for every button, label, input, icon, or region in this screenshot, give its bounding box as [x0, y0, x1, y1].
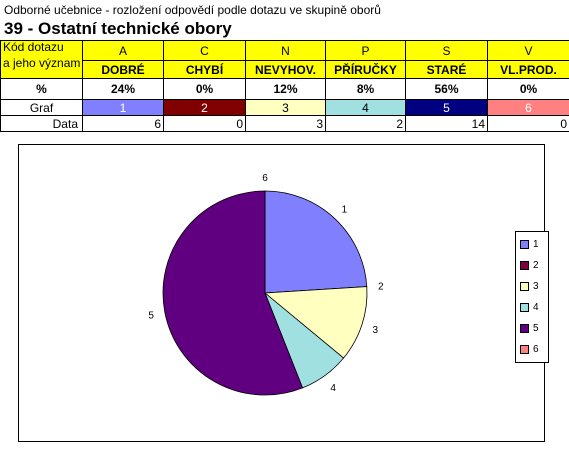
graf-label-cell[interactable]: Graf	[0, 99, 83, 116]
legend-label: 6	[533, 344, 539, 355]
name-cell[interactable]: CHYBÍ	[163, 60, 246, 79]
legend-swatch	[520, 281, 529, 291]
letter-cell[interactable]: C	[163, 40, 246, 61]
code-label-line2: a jeho význam	[3, 56, 81, 70]
percent-cell[interactable]: 12%	[245, 78, 326, 100]
legend-item[interactable]: 5	[520, 323, 539, 335]
legend-item[interactable]: 6	[520, 344, 539, 356]
pie-label-5: 5	[148, 311, 154, 322]
pie-chart[interactable]: 1 2 3 4 5 6	[19, 145, 544, 441]
legend-swatch	[520, 239, 529, 249]
legend-item[interactable]: 4	[520, 302, 539, 314]
letter-cell[interactable]: P	[325, 40, 406, 61]
name-cell[interactable]: VL.PROD.	[487, 60, 569, 79]
percent-cell[interactable]: 0%	[163, 78, 246, 100]
data-cell[interactable]: 6	[82, 115, 164, 132]
pie-label-6: 6	[262, 173, 268, 184]
legend-item[interactable]: 2	[520, 260, 539, 272]
graf-cell[interactable]: 6	[487, 99, 569, 116]
pie-label-4: 4	[330, 383, 336, 394]
graf-cell[interactable]: 3	[245, 99, 326, 116]
pie-label-1: 1	[342, 204, 348, 215]
report-title: 39 - Ostatní technické obory	[4, 19, 232, 38]
pie-label-2: 2	[378, 282, 384, 293]
legend-label: 3	[533, 281, 539, 292]
summary-table: Kód dotazu a jeho význam A C N P S V DOB…	[0, 40, 569, 132]
graf-cell[interactable]: 2	[163, 99, 246, 116]
name-cell[interactable]: DOBRÉ	[82, 60, 164, 79]
legend-label: 1	[533, 239, 539, 250]
pie-label-3: 3	[373, 325, 379, 336]
graf-cell[interactable]: 4	[325, 99, 406, 116]
legend-label: 5	[533, 323, 539, 334]
legend-label: 2	[533, 260, 539, 271]
data-label-cell[interactable]: Data	[0, 115, 83, 132]
graf-cell[interactable]: 5	[405, 99, 488, 116]
pie-slice-1[interactable]	[264, 190, 368, 294]
percent-label-cell[interactable]: %	[0, 78, 83, 100]
name-cell[interactable]: PŘÍRUČKY	[325, 60, 406, 79]
pie-slice-5[interactable]	[162, 190, 304, 396]
letter-cell[interactable]: S	[405, 40, 488, 61]
legend-item[interactable]: 3	[520, 281, 539, 293]
data-cell[interactable]: 14	[405, 115, 488, 132]
legend-label: 4	[533, 302, 539, 313]
legend-swatch	[520, 302, 529, 312]
report-subtitle: Odborné učebnice - rozložení odpovědí po…	[4, 3, 381, 17]
data-cell[interactable]: 3	[245, 115, 326, 132]
letter-cell[interactable]: V	[487, 40, 569, 61]
letter-cell[interactable]: N	[245, 40, 326, 61]
graf-cell[interactable]: 1	[82, 99, 164, 116]
letter-cell[interactable]: A	[82, 40, 164, 61]
legend-item[interactable]: 1	[520, 239, 539, 251]
code-label-line1: Kód dotazu	[3, 40, 64, 54]
chart-legend[interactable]: 1 2 3 4 5 6	[515, 231, 549, 363]
percent-cell[interactable]: 56%	[405, 78, 488, 100]
legend-swatch	[520, 260, 529, 270]
percent-cell[interactable]: 8%	[325, 78, 406, 100]
pie-slice-3[interactable]	[263, 286, 368, 359]
code-label-cell: Kód dotazu a jeho význam	[0, 40, 83, 79]
data-cell[interactable]: 0	[163, 115, 246, 132]
data-cell[interactable]: 2	[325, 115, 406, 132]
data-cell[interactable]: 0	[487, 115, 569, 132]
percent-cell[interactable]: 0%	[487, 78, 569, 100]
legend-swatch	[520, 323, 529, 333]
percent-cell[interactable]: 24%	[82, 78, 164, 100]
name-cell[interactable]: STARÉ	[405, 60, 488, 79]
name-cell[interactable]: NEVYHOV.	[245, 60, 326, 79]
chart-area[interactable]: 1 2 3 4 5 6 1 2 3 4 5 6	[18, 144, 549, 442]
legend-swatch	[520, 344, 529, 354]
